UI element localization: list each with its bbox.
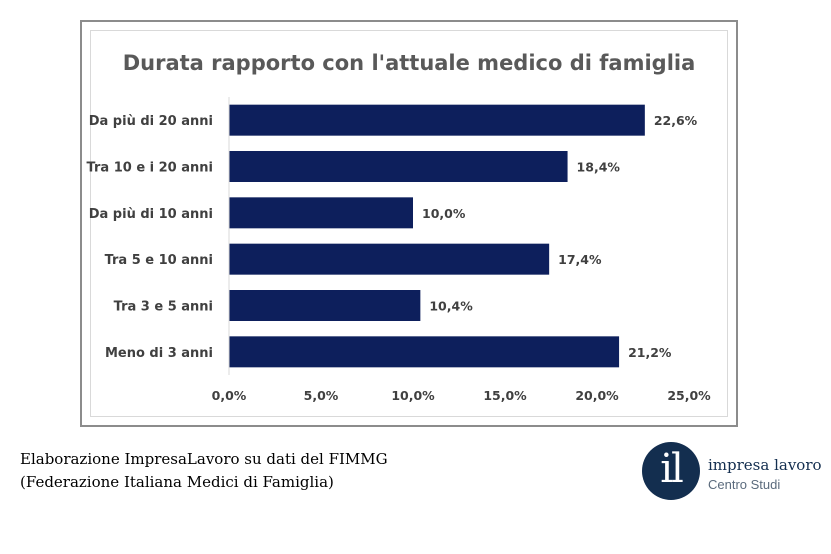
category-label: Da più di 10 anni — [89, 207, 213, 222]
source-caption: Elaborazione ImpresaLavoro su dati del F… — [20, 448, 388, 494]
logo-subtitle: Centro Studi — [708, 477, 781, 492]
x-tick-labels: 0,0% 5,0% 10,0% 15,0% 20,0% 25,0% — [212, 388, 711, 403]
data-label: 17,4% — [558, 252, 602, 267]
bar — [229, 151, 568, 182]
logo-name: impresa lavoro — [708, 456, 822, 474]
data-labels: 22,6% 18,4% 10,0% 17,4% 10,4% 21,2% — [422, 113, 698, 360]
bar — [229, 290, 421, 321]
data-label: 10,0% — [422, 206, 466, 221]
category-labels: Da più di 20 anni Tra 10 e i 20 anni Da pi… — [87, 114, 213, 361]
bar — [229, 104, 645, 136]
category-label: Meno di 3 anni — [105, 346, 213, 361]
bar — [229, 243, 550, 275]
data-label: 21,2% — [628, 345, 672, 360]
bar — [229, 197, 413, 229]
category-label: Tra 5 e 10 anni — [105, 253, 213, 268]
impresalavoro-logo: il impresa lavoro Centro Studi — [642, 442, 831, 502]
x-tick-label: 25,0% — [667, 388, 711, 403]
caption-line-2: (Federazione Italiana Medici di Famiglia… — [20, 473, 334, 491]
chart-title: Durata rapporto con l'attuale medico di … — [123, 51, 696, 75]
logo-mark-icon: il — [642, 442, 700, 500]
category-label: Tra 10 e i 20 anni — [87, 161, 213, 176]
data-label: 22,6% — [654, 113, 698, 128]
data-label: 18,4% — [577, 160, 621, 175]
bars-group — [229, 104, 645, 368]
category-label: Tra 3 e 5 anni — [114, 300, 213, 315]
x-tick-label: 15,0% — [483, 388, 527, 403]
category-label: Da più di 20 anni — [89, 114, 213, 129]
x-tick-label: 10,0% — [391, 388, 435, 403]
data-label: 10,4% — [429, 299, 473, 314]
x-tick-label: 20,0% — [575, 388, 619, 403]
bar-chart: Durata rapporto con l'attuale medico di … — [87, 51, 712, 403]
chart-area — [90, 30, 728, 417]
caption-line-1: Elaborazione ImpresaLavoro su dati del F… — [20, 450, 388, 468]
x-tick-label: 5,0% — [304, 388, 339, 403]
bar — [229, 336, 620, 368]
x-tick-label: 0,0% — [212, 388, 247, 403]
